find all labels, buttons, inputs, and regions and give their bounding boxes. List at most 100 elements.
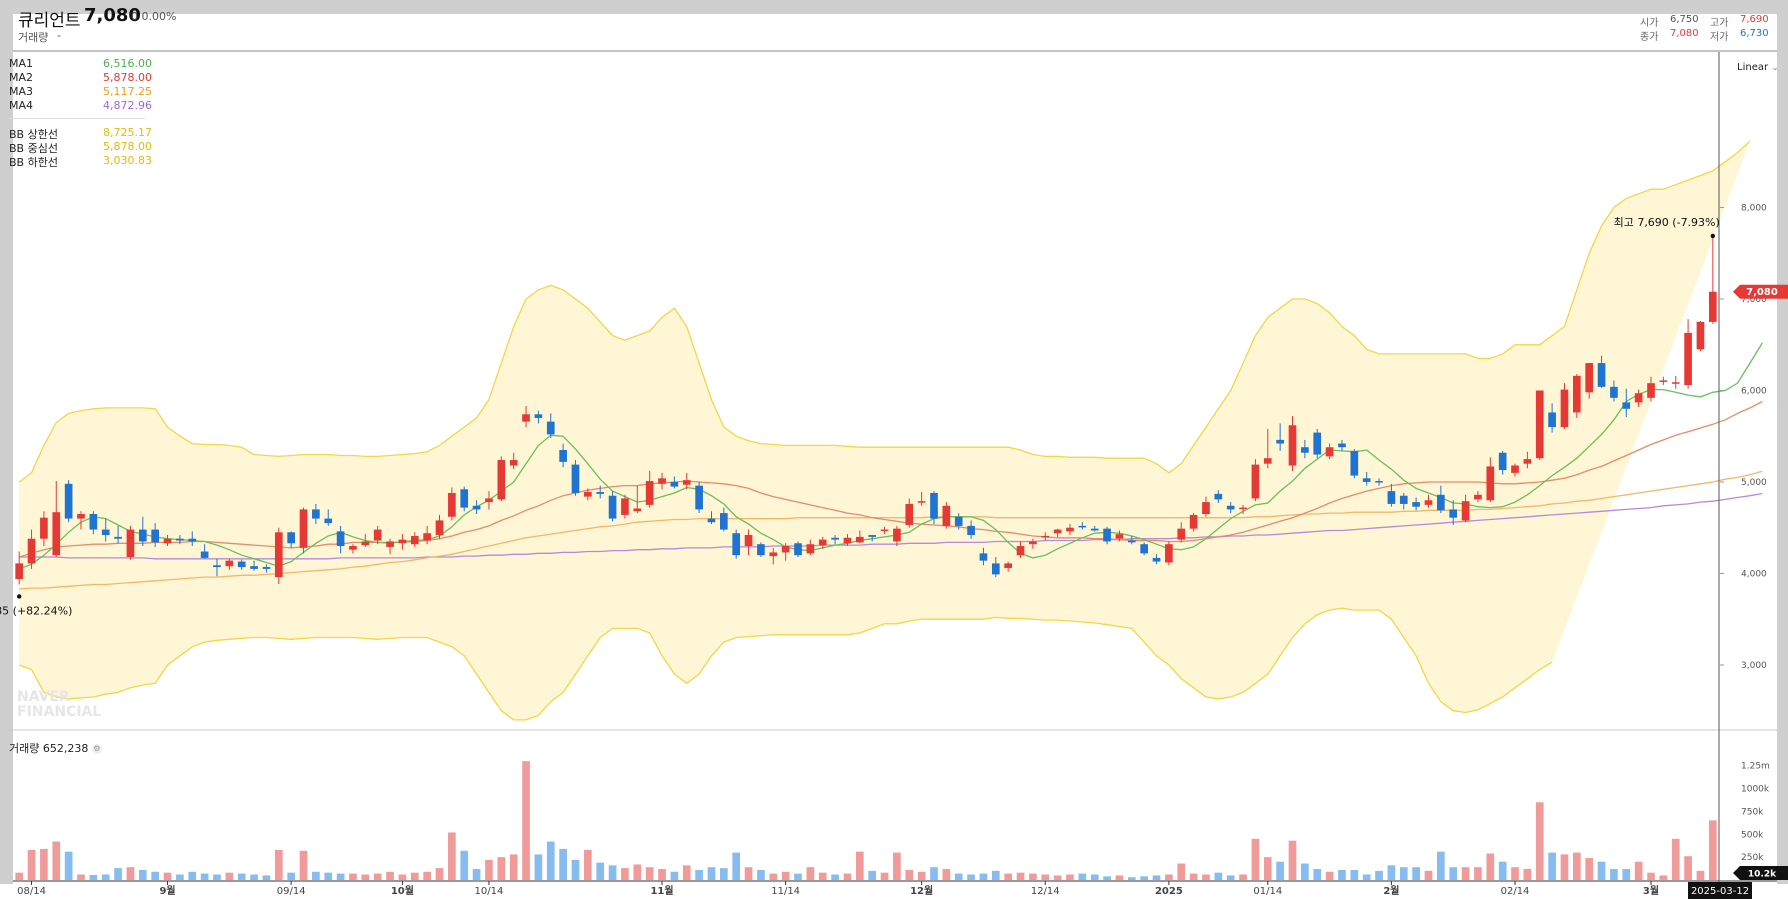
volume-bar [1263, 857, 1272, 880]
volume-bar [744, 867, 753, 880]
settings-icon[interactable]: ⚙ [91, 744, 102, 754]
candle-body [1189, 514, 1198, 529]
volume-bar [1412, 867, 1420, 880]
date-tick-label: 11/14 [771, 886, 800, 897]
candle-body [287, 532, 295, 544]
candle-body [1486, 466, 1495, 501]
legend-bb-middle: BB 중심선 [9, 140, 58, 156]
candle-body [608, 495, 617, 519]
volume-bar [905, 869, 914, 880]
volume-bar [1226, 875, 1235, 880]
candle-body [435, 520, 444, 536]
candle-body [1684, 332, 1692, 386]
legend-ma3: MA3 [9, 85, 33, 98]
legend-ma2-name: MA2 [9, 71, 34, 84]
volume-bar [670, 871, 679, 880]
scale-toggle-label: Linear [1737, 62, 1769, 73]
candle-body [336, 531, 345, 547]
volume-bar [27, 849, 36, 880]
candle-body [77, 514, 85, 519]
line-ma2 [19, 400, 1763, 558]
candle-body [880, 529, 889, 532]
volume-bar [732, 852, 741, 880]
candle-body [843, 537, 852, 544]
legend-ma3-value: 5,117.25 [103, 85, 152, 98]
candle-body [1708, 291, 1717, 322]
candle-body [1103, 528, 1111, 542]
candle-body [757, 544, 765, 556]
volume-bar [917, 871, 926, 880]
volume-bar-group [15, 761, 1717, 880]
volume-bar [485, 859, 493, 880]
high-label: 고가 [1710, 18, 1729, 29]
volume-bar [336, 873, 345, 880]
candle-body [1362, 478, 1371, 482]
volume-bar [237, 873, 246, 880]
scale-toggle-button[interactable]: Linear ⌄ [1737, 62, 1779, 73]
candle-body [250, 566, 258, 569]
volume-bar [1622, 869, 1631, 880]
candle-body [163, 538, 172, 544]
volume-bar [77, 874, 85, 880]
stock-name: 큐리언트 [18, 11, 81, 31]
volume-panel-label: 거래량 [9, 742, 40, 755]
candle-body [1338, 443, 1346, 448]
volume-bar [64, 851, 73, 880]
volume-bar [324, 872, 333, 880]
volume-bar [1573, 852, 1581, 880]
volume-bar [1276, 861, 1284, 880]
candle-body [794, 543, 802, 556]
max-point-dot [1710, 233, 1716, 239]
legend-ma1-name: MA1 [9, 57, 34, 70]
candle-body [1288, 425, 1297, 466]
candle-body [546, 421, 555, 435]
volume-bar [707, 867, 716, 880]
candle-body [1090, 528, 1099, 531]
volume-bar [1301, 863, 1309, 880]
open-value: 6,750 [1670, 14, 1699, 25]
volume-bar [1597, 861, 1606, 880]
volume-bar [398, 874, 407, 880]
candle-body [64, 483, 73, 519]
close-label: 종가 [1640, 32, 1659, 43]
legend-ma3-name: MA3 [9, 85, 34, 98]
volume-bar [1078, 873, 1087, 880]
candle-body [410, 535, 419, 545]
candle-body [732, 533, 741, 556]
candle-body [1066, 527, 1074, 532]
candle-body [1214, 493, 1223, 500]
legend-divider [9, 118, 145, 119]
candle-body [15, 563, 24, 579]
date-tick-label: 2월 [1383, 885, 1399, 897]
candle-body [188, 538, 197, 542]
price-change: 0 0.00% [131, 10, 177, 23]
volume-bar [1684, 856, 1692, 880]
volume-bar [1585, 858, 1594, 880]
moving-average-group [18, 342, 1763, 590]
volume-bar [1103, 876, 1111, 880]
candle-body [1177, 528, 1186, 540]
legend-bb-middle-value: 5,878.00 [103, 140, 152, 153]
candle-body [1016, 546, 1025, 556]
volume-bar [855, 851, 864, 880]
price-tick-label: 6,000 [1741, 387, 1767, 397]
candle-body [386, 541, 394, 547]
candle-body [1548, 412, 1556, 428]
volume-bar [89, 874, 98, 880]
volume-bar [250, 874, 258, 880]
volume-bar [126, 867, 135, 880]
volume-bar [596, 862, 605, 880]
candle-body [1474, 494, 1482, 500]
volume-bar [1375, 870, 1383, 880]
volume-bar [1659, 875, 1668, 880]
volume-bar [497, 857, 506, 880]
legend-ma4-name: MA4 [9, 99, 34, 112]
candle-body [423, 533, 431, 541]
volume-bar [979, 873, 988, 880]
legend-bb-middle-name: BB 중심선 [9, 142, 58, 155]
volume-bar [1189, 873, 1198, 880]
volume-bar [361, 874, 370, 880]
volume-tag-label: 10.2k [1748, 870, 1777, 880]
low-value: 6,730 [1740, 28, 1769, 39]
volume-bar [1523, 869, 1532, 880]
